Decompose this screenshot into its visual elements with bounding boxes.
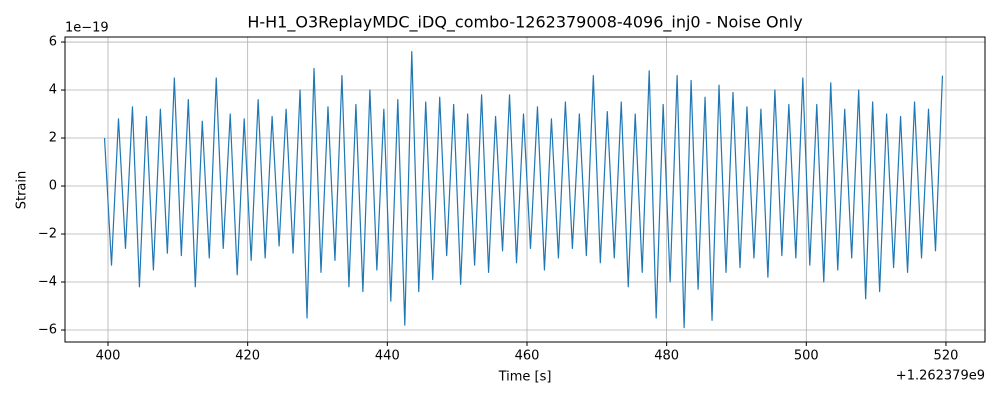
x-tick-label: 420 xyxy=(235,349,260,364)
y-tick-label: 0 xyxy=(49,179,57,194)
x-tick-label: 500 xyxy=(794,349,819,364)
y-axis-label: Strain xyxy=(15,171,30,210)
x-tick-label: 480 xyxy=(654,349,679,364)
y-tick-label: −4 xyxy=(38,275,57,290)
x-tick-label: 400 xyxy=(96,349,121,364)
x-axis-label: Time [s] xyxy=(498,370,552,385)
x-offset-label: +1.262379e9 xyxy=(896,369,985,384)
y-tick-label: 6 xyxy=(49,35,57,50)
data-line xyxy=(103,51,944,329)
chart-title: H-H1_O3ReplayMDC_iDQ_combo-1262379008-40… xyxy=(247,13,802,33)
x-tick-label: 460 xyxy=(515,349,540,364)
y-tick-label: 2 xyxy=(49,131,57,146)
plot-frame xyxy=(64,36,986,343)
x-tick-label: 440 xyxy=(375,349,400,364)
x-tick-label: 520 xyxy=(934,349,959,364)
y-tick-label: −6 xyxy=(38,323,57,338)
y-tick-label: 4 xyxy=(49,83,57,98)
y-offset-label: 1e−19 xyxy=(65,21,109,36)
y-tick-label: −2 xyxy=(38,227,57,242)
